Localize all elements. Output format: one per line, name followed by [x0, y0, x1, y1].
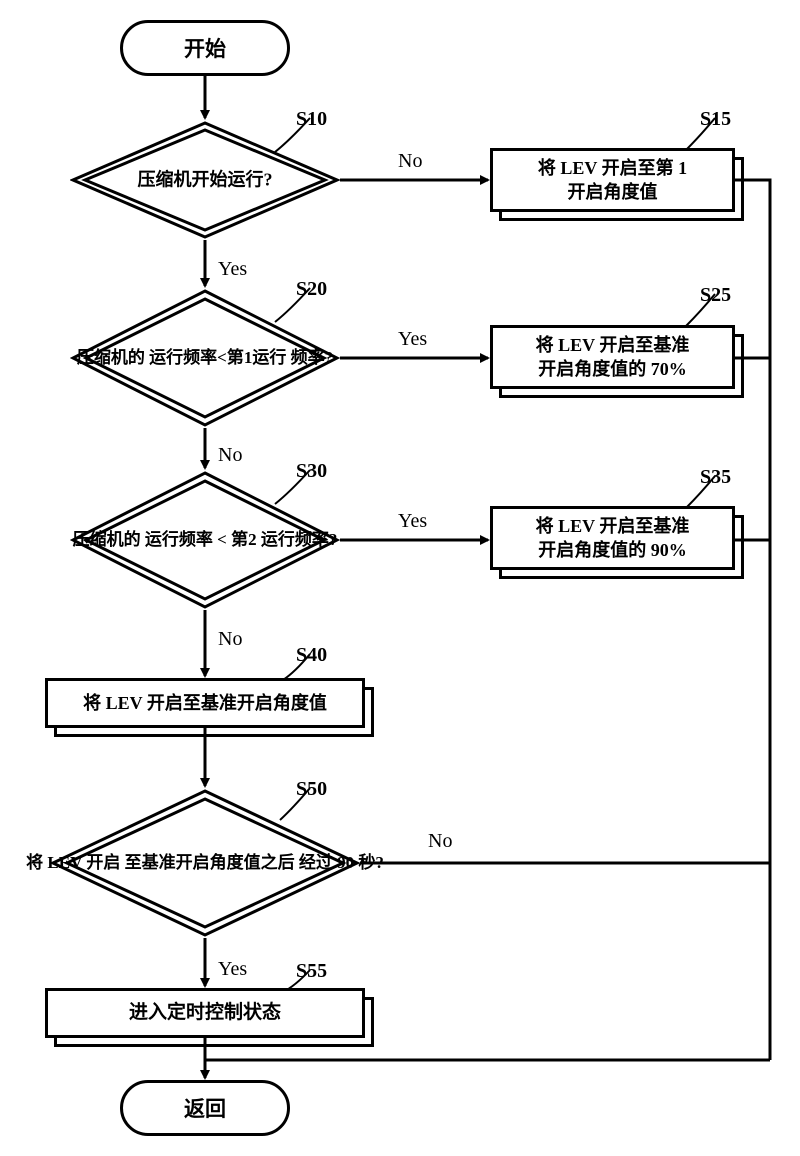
step-label-s25: S25 — [700, 284, 731, 307]
step-label-s35: S35 — [700, 466, 731, 489]
decision-s50-text: 将 LEV 开启 至基准开启角度值之后 经过 90 秒? — [26, 852, 384, 874]
process-s15: 将 LEV 开启至第 1 开启角度值 — [490, 148, 735, 212]
process-s55: 进入定时控制状态 — [45, 988, 365, 1038]
decision-s30: 压缩机的 运行频率 < 第2 运行频率? — [70, 470, 340, 610]
step-label-s10: S10 — [296, 108, 327, 131]
process-s55-text: 进入定时控制状态 — [129, 1000, 281, 1026]
start-label: 开始 — [184, 33, 226, 63]
edge-d30-yes: Yes — [398, 510, 427, 533]
step-label-s55: S55 — [296, 960, 327, 983]
step-label-s40: S40 — [296, 644, 327, 667]
edge-d20-no: No — [218, 444, 242, 467]
end-node: 返回 — [120, 1080, 290, 1136]
edge-d10-yes: Yes — [218, 258, 247, 281]
decision-s50: 将 LEV 开启 至基准开启角度值之后 经过 90 秒? — [50, 788, 360, 938]
process-s40: 将 LEV 开启至基准开启角度值 — [45, 678, 365, 728]
decision-s30-text: 压缩机的 运行频率 < 第2 运行频率? — [73, 529, 338, 551]
edge-d50-yes: Yes — [218, 958, 247, 981]
edge-d30-no: No — [218, 628, 242, 651]
step-label-s20: S20 — [296, 278, 327, 301]
edge-d50-no: No — [428, 830, 452, 853]
edge-d20-yes: Yes — [398, 328, 427, 351]
process-s25: 将 LEV 开启至基准 开启角度值的 70% — [490, 325, 735, 389]
process-s35: 将 LEV 开启至基准 开启角度值的 90% — [490, 506, 735, 570]
step-label-s15: S15 — [700, 108, 731, 131]
process-s35-text: 将 LEV 开启至基准 开启角度值的 90% — [536, 514, 690, 563]
process-s15-text: 将 LEV 开启至第 1 开启角度值 — [538, 156, 687, 205]
decision-s10-text: 压缩机开始运行? — [138, 168, 273, 191]
end-label: 返回 — [184, 1093, 226, 1123]
edge-d10-no: No — [398, 150, 422, 173]
process-s25-text: 将 LEV 开启至基准 开启角度值的 70% — [536, 333, 690, 382]
process-s40-text: 将 LEV 开启至基准开启角度值 — [83, 691, 327, 715]
decision-s20-text: 压缩机的 运行频率<第1运行 频率? — [77, 347, 333, 369]
decision-s10: 压缩机开始运行? — [70, 120, 340, 240]
decision-s20: 压缩机的 运行频率<第1运行 频率? — [70, 288, 340, 428]
start-node: 开始 — [120, 20, 290, 76]
flowchart-canvas: 开始 压缩机开始运行? 压缩机的 运行频率<第1运行 频率? 压缩机的 运行频率… — [0, 0, 800, 1156]
step-label-s50: S50 — [296, 778, 327, 801]
step-label-s30: S30 — [296, 460, 327, 483]
